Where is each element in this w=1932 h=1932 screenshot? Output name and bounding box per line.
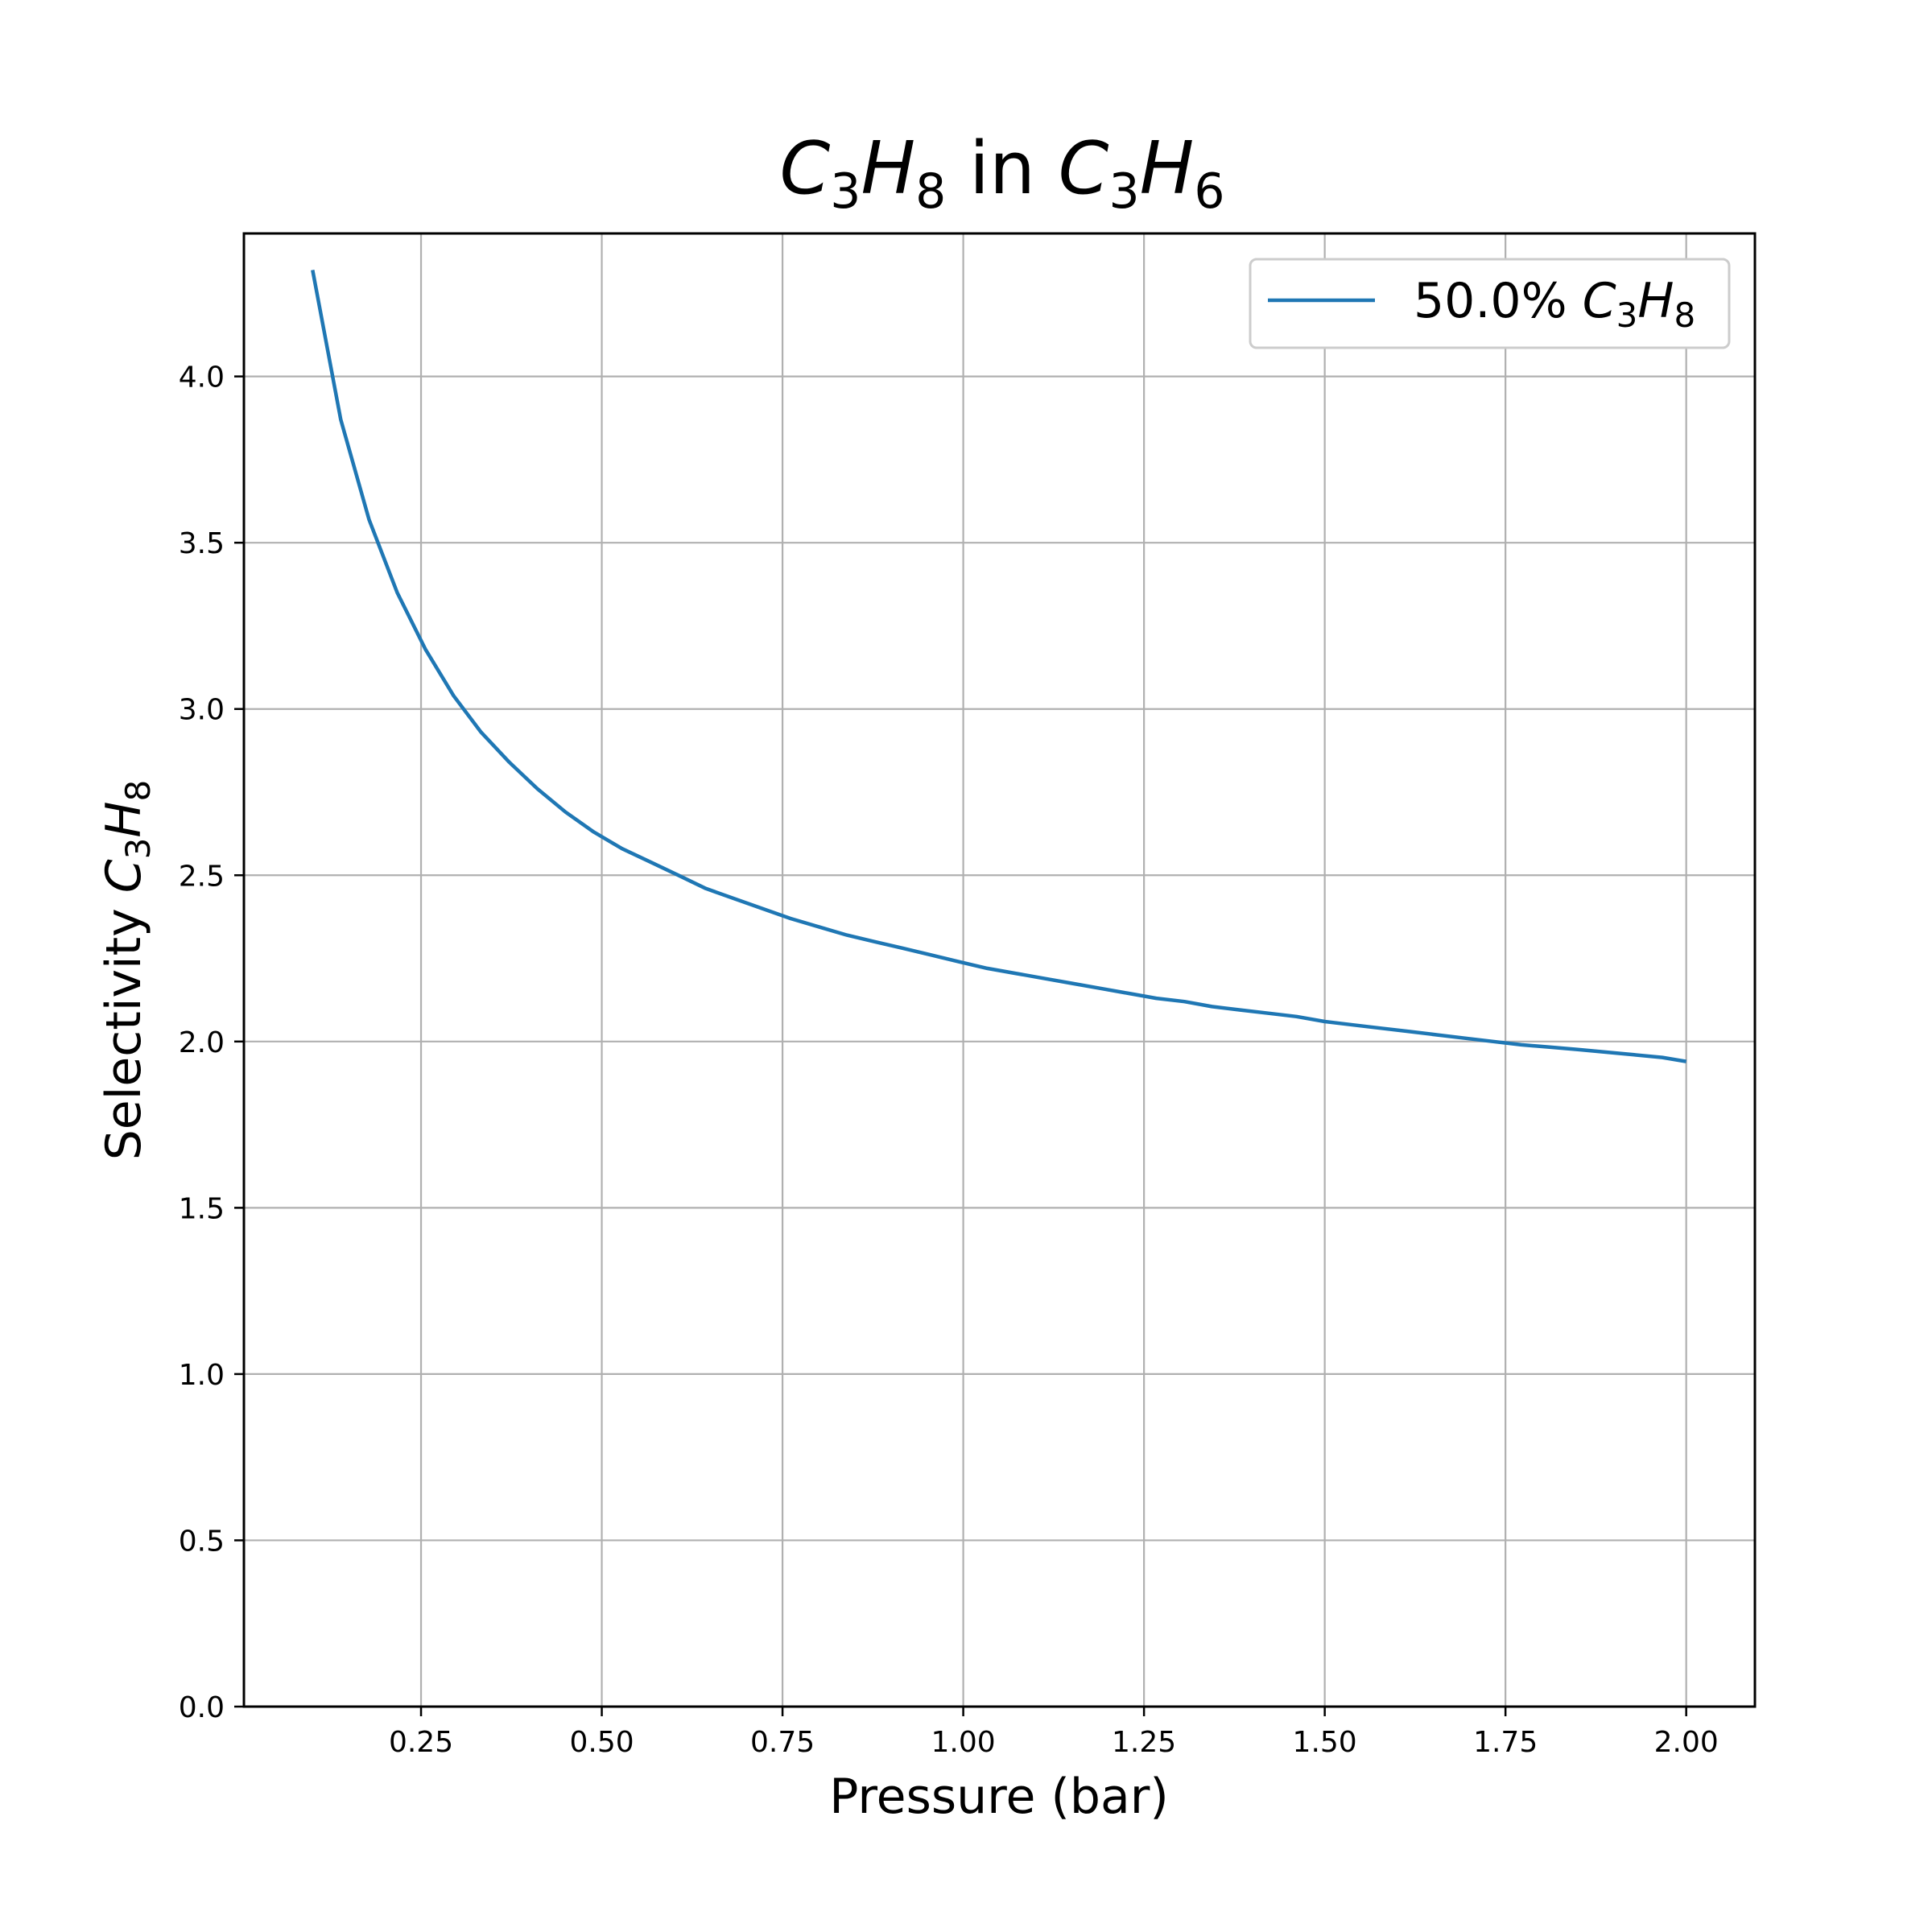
y-tick-label: 1.5 xyxy=(179,1192,225,1225)
series-layer xyxy=(311,269,1687,1063)
y-tick-label: 0.5 xyxy=(179,1525,225,1558)
y-tick-label: 3.0 xyxy=(179,694,225,727)
y-tick-label: 2.5 xyxy=(179,860,225,893)
x-tick-label: 0.75 xyxy=(750,1726,815,1759)
plot-area-frame xyxy=(242,232,1757,1708)
x-tick-label: 0.50 xyxy=(569,1726,634,1759)
x-tick-label: 1.00 xyxy=(931,1726,996,1759)
y-axis-label: Selectivity C3H8 xyxy=(96,780,158,1161)
y-tick-label: 4.0 xyxy=(179,361,225,394)
x-axis-label: Pressure (bar) xyxy=(829,1769,1169,1825)
x-tick-label: 1.25 xyxy=(1112,1726,1176,1759)
axis-ticks: 0.25 0.50 0.75 1.00 1.25 1.50 1.75 2.00 0.0 0.5 1.… xyxy=(179,361,1719,1759)
chart-title: C3H8 in C3H6 xyxy=(779,126,1224,220)
y-tick-label: 3.5 xyxy=(179,527,225,560)
x-tick-label: 0.25 xyxy=(389,1726,453,1759)
series-line xyxy=(311,269,1687,1063)
legend: 50.0% C3H8 xyxy=(1249,258,1731,349)
y-tick-label: 1.0 xyxy=(179,1359,225,1392)
y-tick-label: 2.0 xyxy=(179,1026,225,1059)
legend-box xyxy=(1249,258,1731,349)
x-tick-label: 1.50 xyxy=(1293,1726,1357,1759)
legend-label: 50.0% C3H8 xyxy=(1414,273,1695,335)
x-tick-label: 1.75 xyxy=(1473,1726,1538,1759)
x-tick-label: 2.00 xyxy=(1654,1726,1719,1759)
y-tick-label: 0.0 xyxy=(179,1691,225,1724)
